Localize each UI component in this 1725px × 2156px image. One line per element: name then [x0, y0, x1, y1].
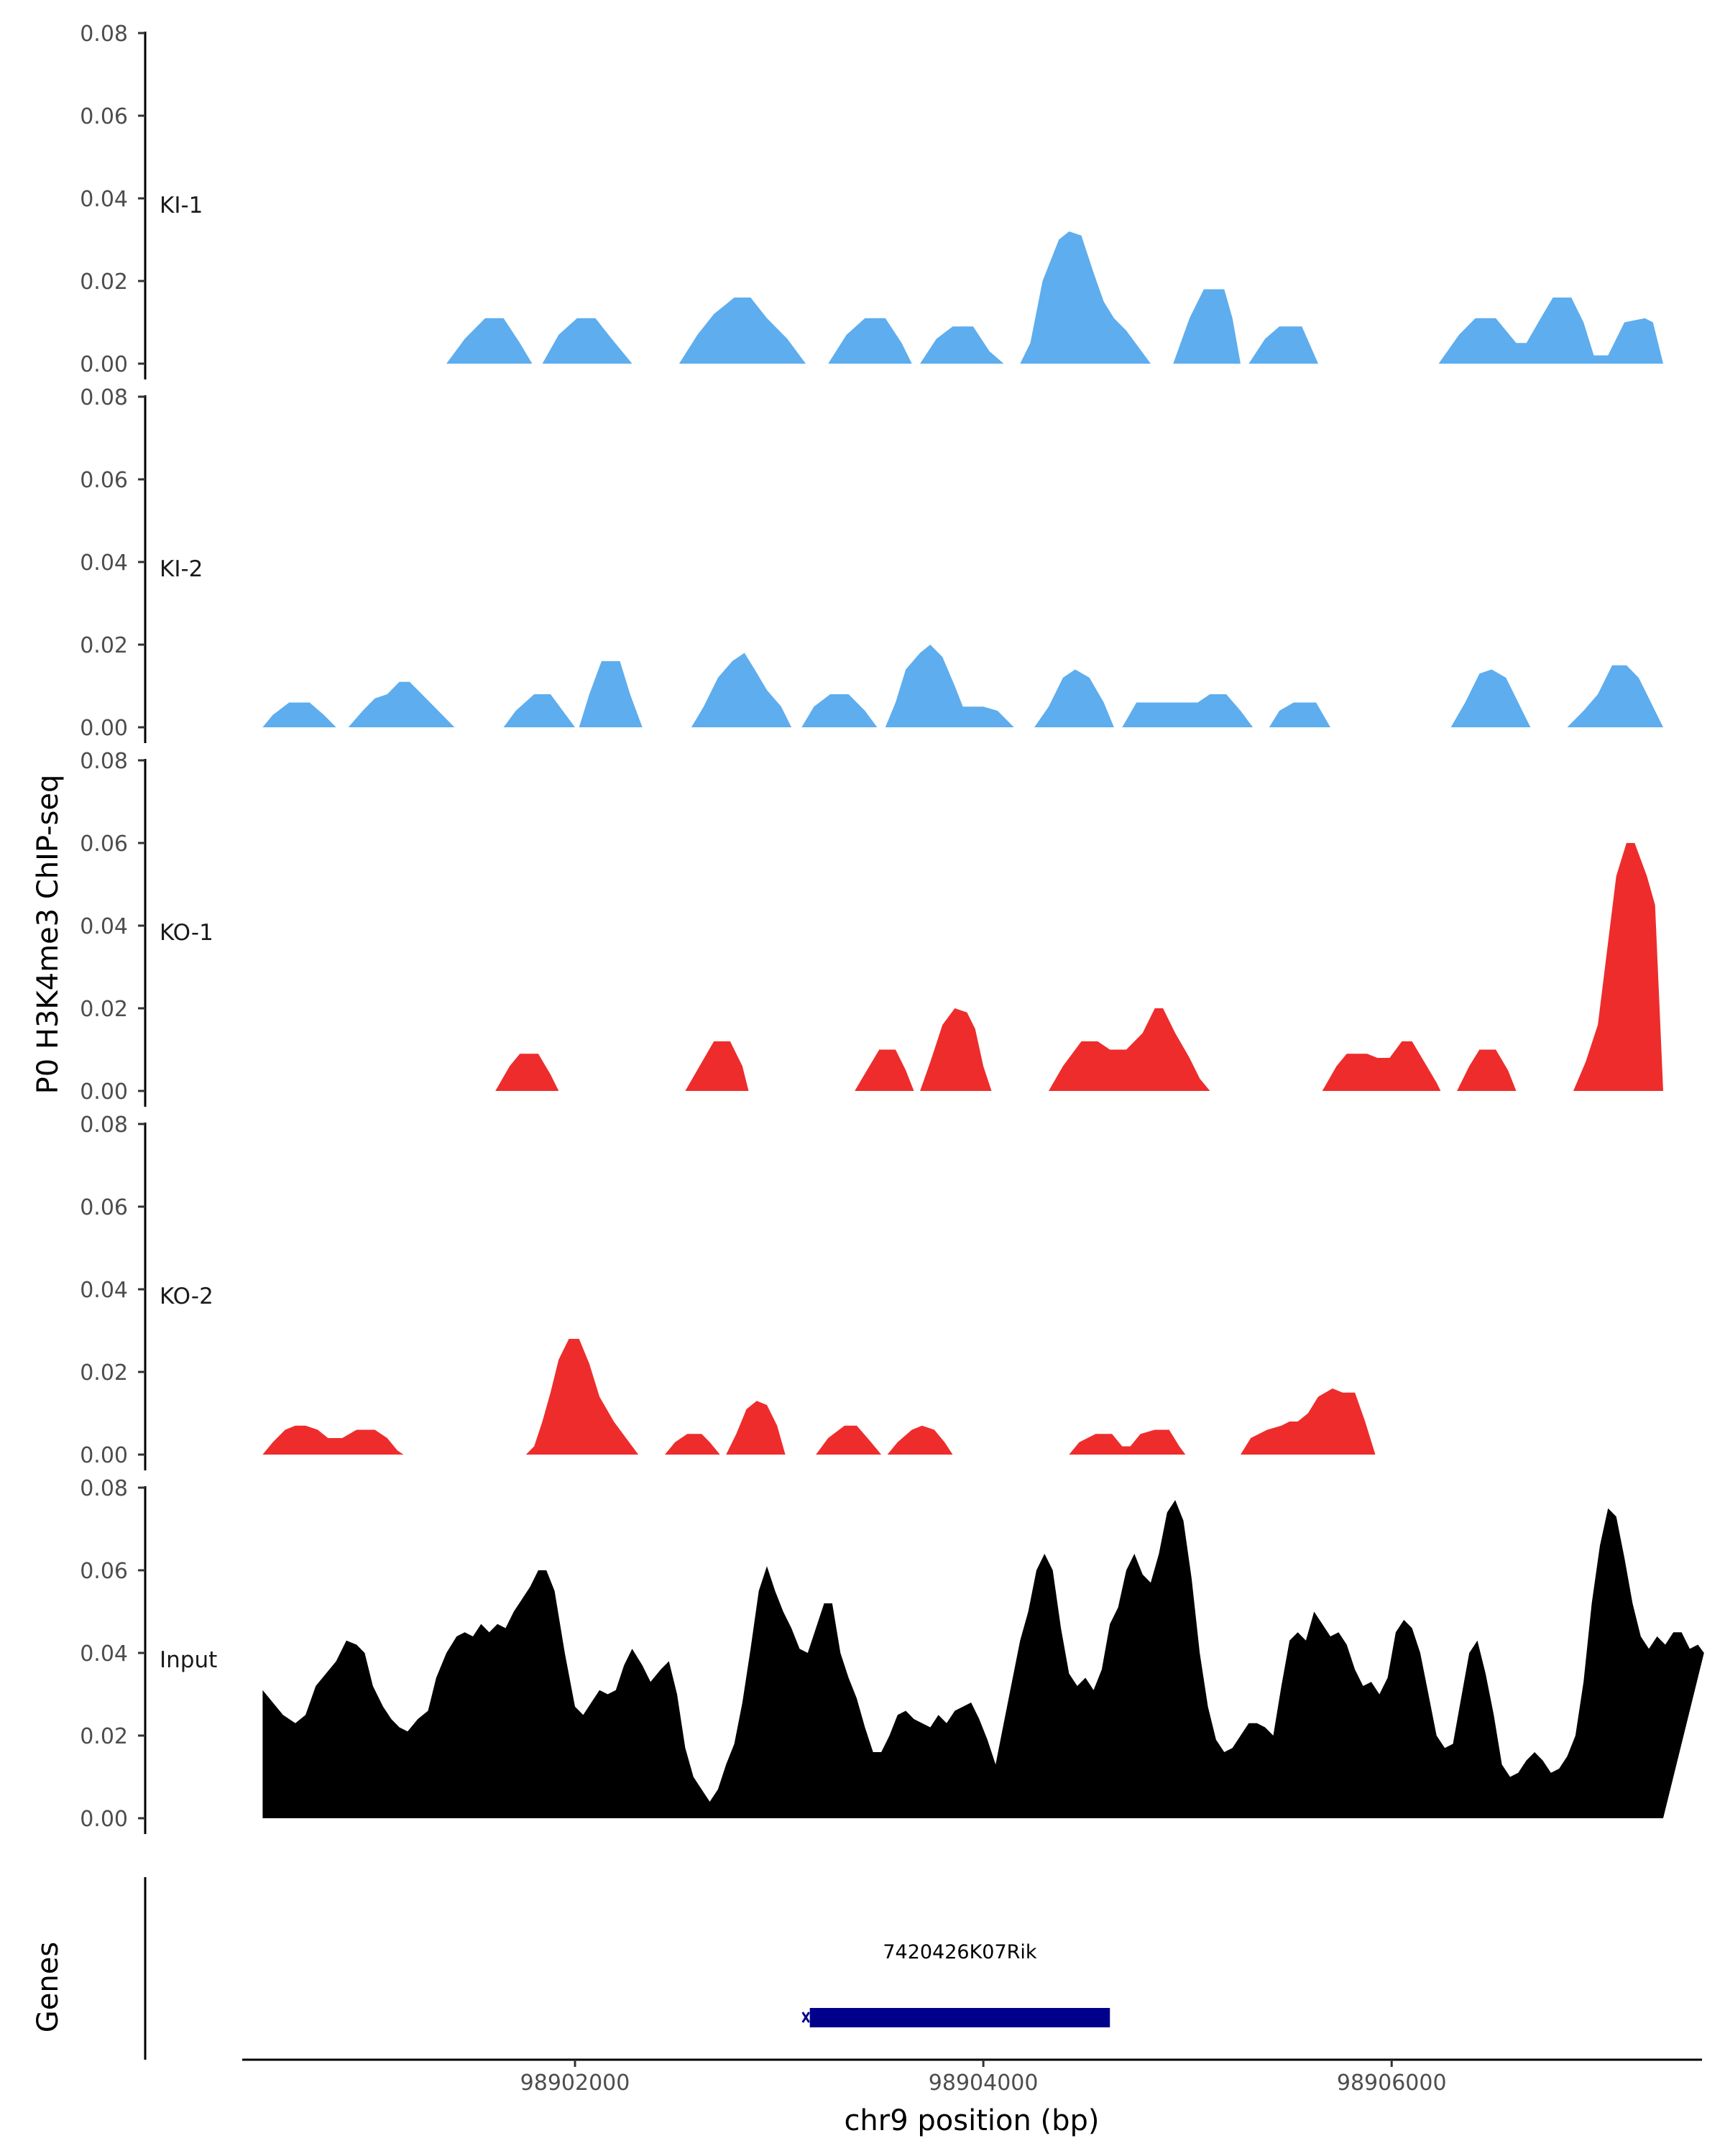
y-tick-label-ki-2: 0.00: [80, 716, 128, 741]
y-tick-label-ko-1: 0.08: [80, 749, 128, 774]
y-tick-label-input: 0.08: [80, 1476, 128, 1501]
track-input: 0.00 0.02 0.04 0.06 0.08 Input: [80, 1476, 1704, 1834]
y-tick-label-ko-2: 0.02: [80, 1360, 128, 1386]
x-tick-label: 98902000: [520, 2070, 630, 2096]
signal-area-ko-2: [262, 1339, 1376, 1455]
track-label-ki-2: KI-2: [160, 556, 203, 582]
y-tick-label-ko-2: 0.08: [80, 1112, 128, 1138]
track-ki-2: 0.00 0.02 0.04 0.06 0.08 KI-2: [80, 385, 1663, 743]
y-tick-label-ko-2: 0.04: [80, 1278, 128, 1303]
signal-area-ki-1: [446, 231, 1663, 364]
gene-name-label: 7420426K07Rik: [883, 1941, 1037, 1963]
genes-axis-title: Genes: [32, 1942, 65, 2032]
y-tick-label-ki-2: 0.06: [80, 468, 128, 493]
y-tick-label-ki-1: 0.04: [80, 187, 128, 212]
x-tick-label: 98906000: [1337, 2070, 1447, 2096]
y-tick-label-ko-1: 0.00: [80, 1079, 128, 1105]
y-axis-title: P0 H3K4me3 ChIP-seq: [32, 775, 65, 1095]
y-tick-label-input: 0.06: [80, 1559, 128, 1584]
gene-model: 7420426K07Rik: [801, 1941, 1110, 2027]
y-tick-label-input: 0.00: [80, 1807, 128, 1832]
track-label-ko-1: KO-1: [160, 920, 213, 946]
x-axis-title: chr9 position (bp): [844, 2104, 1099, 2137]
signal-area-ko-1: [495, 843, 1664, 1091]
signal-area-ki-2: [262, 645, 1663, 727]
track-label-ko-2: KO-2: [160, 1284, 213, 1309]
y-tick-label-ki-1: 0.08: [80, 22, 128, 47]
tracks-layer: 0.00 0.02 0.04 0.06 0.08 KI-1 0.00 0.02 0.04 0.06…: [80, 22, 1704, 1834]
y-tick-label-ko-1: 0.04: [80, 914, 128, 939]
x-tick-label: 98904000: [929, 2070, 1039, 2096]
y-tick-label-ki-1: 0.06: [80, 104, 128, 129]
track-label-input: Input: [160, 1647, 217, 1673]
track-ki-1: 0.00 0.02 0.04 0.06 0.08 KI-1: [80, 22, 1663, 379]
y-tick-label-ko-2: 0.06: [80, 1195, 128, 1220]
y-tick-label-ko-1: 0.06: [80, 831, 128, 857]
y-tick-label-ki-1: 0.00: [80, 352, 128, 377]
genes-layer: 7420426K07Rik: [801, 1941, 1110, 2027]
y-tick-label-ko-2: 0.00: [80, 1443, 128, 1468]
y-tick-label-ki-2: 0.02: [80, 633, 128, 658]
y-tick-label-ko-1: 0.02: [80, 997, 128, 1022]
track-ko-1: 0.00 0.02 0.04 0.06 0.08 KO-1: [80, 749, 1664, 1107]
signal-area-input: [262, 1500, 1704, 1818]
y-tick-label-ki-2: 0.08: [80, 385, 128, 410]
gene-exon-bar: [809, 2008, 1110, 2027]
gene-strand-arrow: [801, 2012, 810, 2023]
x-axis: 98902000 98904000 98906000: [520, 2060, 1447, 2096]
y-tick-label-input: 0.02: [80, 1724, 128, 1749]
track-ko-2: 0.00 0.02 0.04 0.06 0.08 KO-2: [80, 1112, 1376, 1470]
y-tick-label-ki-2: 0.04: [80, 550, 128, 576]
y-tick-label-ki-1: 0.02: [80, 270, 128, 295]
y-tick-label-input: 0.04: [80, 1641, 128, 1667]
track-label-ki-1: KI-1: [160, 193, 203, 218]
